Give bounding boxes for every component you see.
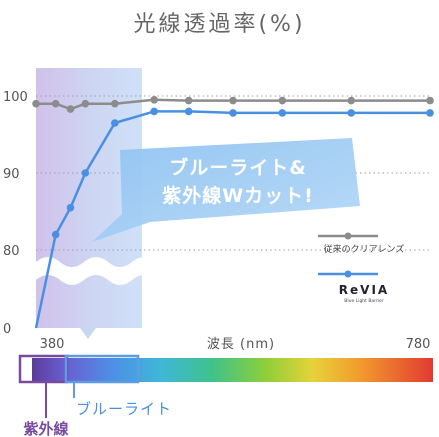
series-0-point-7 — [229, 96, 237, 105]
legend-label-revia: ReVIA — [339, 283, 389, 297]
legend-label-clear-lens: 従来のクリアレンズ — [324, 243, 405, 255]
callout: ブルーライト& 紫外線Wカット! — [92, 138, 360, 242]
series-1-point-2 — [66, 203, 75, 212]
callout-line-2: 紫外線Wカット! — [162, 184, 314, 207]
y-tick-90: 90 — [3, 167, 20, 182]
series-0-point-0 — [32, 99, 40, 108]
series-1-point-1 — [51, 230, 60, 239]
series-0-point-9 — [347, 96, 356, 105]
series-1-point-5 — [150, 107, 158, 116]
callout-line-1: ブルーライト& — [169, 156, 307, 179]
x-axis-label: 波長 (nm) — [207, 337, 275, 352]
series-0-point-3 — [81, 99, 90, 108]
legend-revia-tagline: Blue Light Barrier — [344, 298, 384, 304]
legend: 従来のクリアレンズ ReVIA Blue Light Barrier — [318, 232, 405, 304]
legend-marker-clear-lens — [344, 232, 352, 240]
series-1-point-10 — [426, 109, 434, 117]
y-tick-80: 80 — [3, 244, 20, 259]
series-1-point-6 — [184, 107, 193, 116]
x-tick-780: 780 — [406, 337, 431, 352]
series-1-point-8 — [278, 109, 287, 117]
series-0-point-5 — [150, 96, 158, 104]
series-1-point-4 — [111, 119, 119, 127]
series-0-point-10 — [426, 96, 434, 105]
y-axis-ticks: 0 80 90 100 — [3, 90, 28, 337]
series-0-point-4 — [111, 99, 119, 108]
axis-break-wave — [36, 255, 439, 285]
series-0-point-8 — [278, 96, 287, 105]
blue-light-band-bracket — [64, 354, 140, 384]
legend-marker-revia — [344, 270, 352, 278]
series-0-point-6 — [184, 96, 193, 105]
series-1-point-9 — [347, 109, 356, 117]
blue-light-band-label: ブルーライト — [76, 400, 172, 418]
uv-band-label: 紫外線 — [23, 420, 68, 437]
series-0-point-1 — [51, 99, 60, 108]
series-lines — [32, 96, 434, 329]
y-tick-0: 0 — [3, 322, 11, 337]
series-0-point-2 — [66, 105, 75, 113]
y-tick-100: 100 — [3, 90, 28, 105]
series-1-point-3 — [81, 169, 90, 177]
series-1-point-7 — [229, 109, 237, 117]
x-tick-380: 380 — [40, 337, 65, 352]
zone-pointer — [80, 328, 96, 339]
spectrum-bar — [32, 358, 433, 382]
chart-title: 光線透過率(%) — [133, 12, 306, 37]
